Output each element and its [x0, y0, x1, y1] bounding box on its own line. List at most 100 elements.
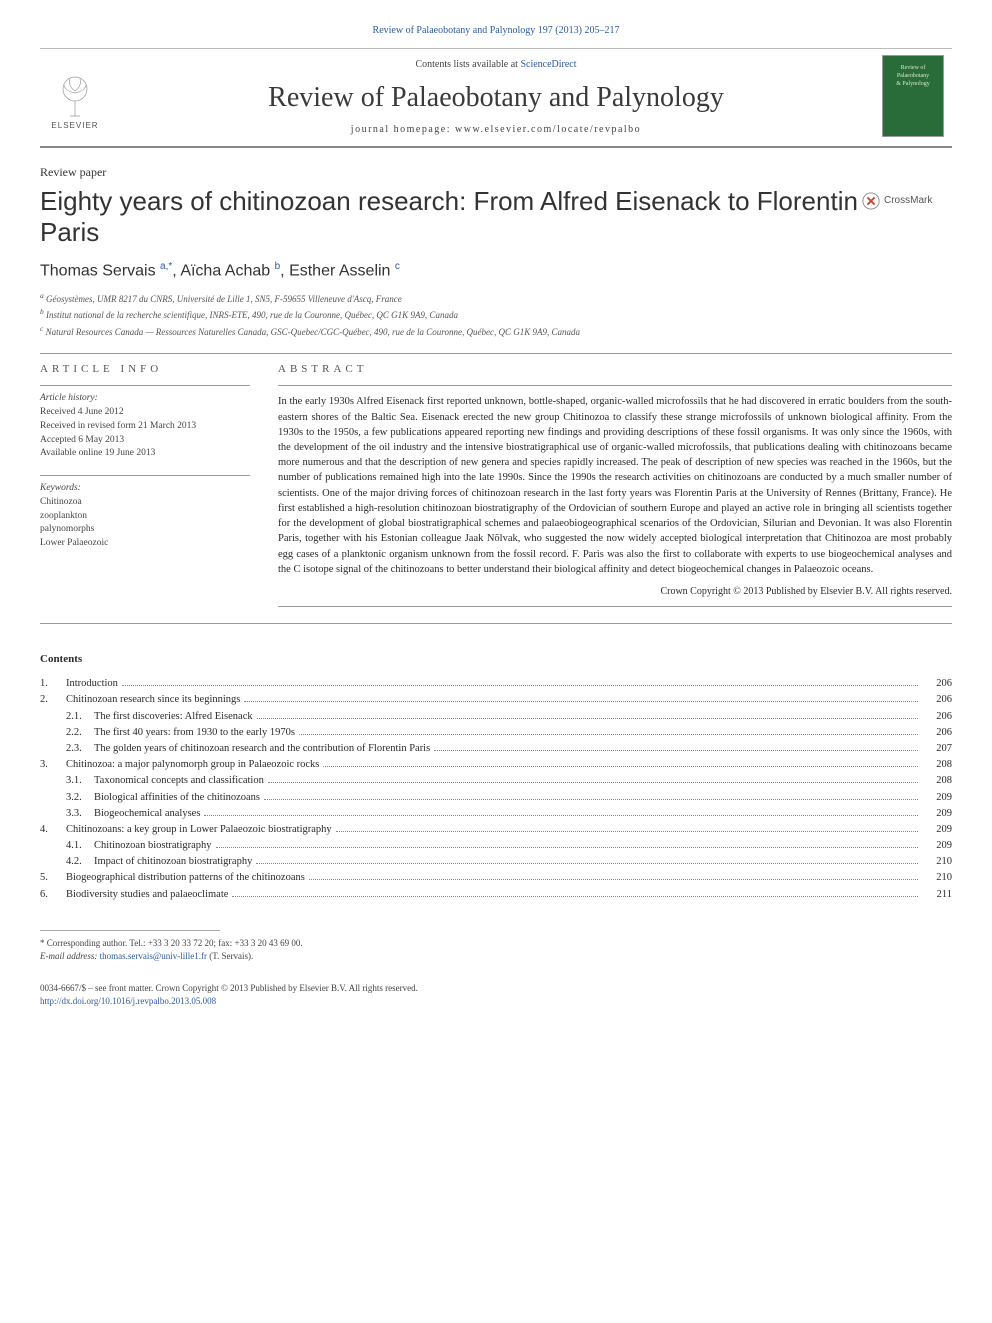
email-label: E-mail address: [40, 951, 100, 961]
online-date: Available online 19 June 2013 [40, 447, 250, 461]
toc-leader-dots [268, 782, 918, 783]
affiliation-b: Institut national de la recherche scient… [46, 310, 458, 320]
toc-number: 3.2. [66, 791, 94, 805]
author-1[interactable]: Thomas Servais [40, 262, 160, 279]
toc-label: Biogeochemical analyses [94, 807, 200, 821]
toc-label: Biological affinities of the chitinozoan… [94, 791, 260, 805]
toc-label: The golden years of chitinozoan research… [94, 742, 430, 756]
toc-entry[interactable]: 2.2.The first 40 years: from 1930 to the… [40, 726, 952, 740]
sciencedirect-link[interactable]: ScienceDirect [520, 59, 576, 70]
toc-leader-dots [323, 766, 918, 767]
toc-entry[interactable]: 3.1.Taxonomical concepts and classificat… [40, 774, 952, 788]
toc-entry[interactable]: 4.Chitinozoans: a key group in Lower Pal… [40, 823, 952, 837]
publisher-logo[interactable]: ELSEVIER [40, 57, 110, 137]
toc-page: 208 [922, 758, 952, 772]
toc-entry[interactable]: 2.Chitinozoan research since its beginni… [40, 693, 952, 707]
header-citation[interactable]: Review of Palaeobotany and Palynology 19… [40, 24, 952, 38]
affiliation-a: Géosystèmes, UMR 8217 du CNRS, Universit… [46, 294, 402, 304]
toc-entry[interactable]: 3.3.Biogeochemical analyses209 [40, 807, 952, 821]
toc-number: 3.1. [66, 774, 94, 788]
keyword: Chitinozoa [40, 496, 250, 510]
journal-cover[interactable]: Review of Palaeobotany & Palynology [882, 55, 952, 140]
keyword: zooplankton [40, 510, 250, 524]
cover-text-2: Palaeobotany [897, 72, 929, 80]
author-2[interactable]: Aïcha Achab [180, 262, 274, 279]
toc-page: 210 [922, 871, 952, 885]
toc-number: 3.3. [66, 807, 94, 821]
received-date: Received 4 June 2012 [40, 406, 250, 420]
divider [278, 385, 952, 386]
toc-page: 209 [922, 839, 952, 853]
toc-page: 208 [922, 774, 952, 788]
toc-number: 3. [40, 758, 66, 772]
toc-page: 211 [922, 888, 952, 902]
toc-number: 2.3. [66, 742, 94, 756]
toc-label: Chitinozoan research since its beginning… [66, 693, 240, 707]
journal-homepage[interactable]: journal homepage: www.elsevier.com/locat… [110, 123, 882, 137]
issn-line: 0034-6667/$ – see front matter. Crown Co… [40, 982, 952, 996]
elsevier-tree-icon [50, 71, 100, 121]
article-history: Article history: Received 4 June 2012 Re… [40, 385, 250, 461]
crossmark-icon [862, 192, 880, 210]
toc-number: 4.2. [66, 855, 94, 869]
toc-page: 206 [922, 710, 952, 724]
toc-entry[interactable]: 2.3.The golden years of chitinozoan rese… [40, 742, 952, 756]
toc-entry[interactable]: 5.Biogeographical distribution patterns … [40, 871, 952, 885]
affiliations: a Géosystèmes, UMR 8217 du CNRS, Univers… [40, 290, 952, 340]
toc-entry[interactable]: 2.1.The first discoveries: Alfred Eisena… [40, 710, 952, 724]
toc-leader-dots [256, 863, 918, 864]
toc-leader-dots [122, 685, 918, 686]
contents-heading: Contents [40, 652, 952, 667]
corresponding-author-footnote: * Corresponding author. Tel.: +33 3 20 3… [40, 937, 952, 964]
footnote-rule [40, 930, 220, 931]
toc-leader-dots [299, 734, 918, 735]
toc-entry[interactable]: 3.2.Biological affinities of the chitino… [40, 791, 952, 805]
cover-text-1: Review of [901, 64, 926, 72]
toc-entry[interactable]: 1.Introduction206 [40, 677, 952, 691]
author-email-link[interactable]: thomas.servais@univ-lille1.fr [100, 951, 207, 961]
article-type: Review paper [40, 164, 952, 180]
toc-leader-dots [264, 799, 918, 800]
masthead: ELSEVIER Contents lists available at Sci… [40, 48, 952, 148]
toc-leader-dots [257, 718, 918, 719]
toc-leader-dots [336, 831, 918, 832]
toc-page: 206 [922, 677, 952, 691]
abstract-heading: abstract [278, 362, 952, 377]
toc-label: Taxonomical concepts and classification [94, 774, 264, 788]
crossmark-label: CrossMark [884, 194, 932, 208]
toc-leader-dots [216, 847, 918, 848]
toc-label: Chitinozoans: a key group in Lower Palae… [66, 823, 332, 837]
abstract-copyright: Crown Copyright © 2013 Published by Else… [278, 585, 952, 599]
toc-entry[interactable]: 3.Chitinozoa: a major palynomorph group … [40, 758, 952, 772]
doi-link[interactable]: http://dx.doi.org/10.1016/j.revpalbo.201… [40, 996, 216, 1006]
contents-available: Contents lists available at ScienceDirec… [110, 58, 882, 72]
toc-label: Biodiversity studies and palaeoclimate [66, 888, 228, 902]
toc-page: 209 [922, 791, 952, 805]
toc-label: The first discoveries: Alfred Eisenack [94, 710, 253, 724]
toc-entry[interactable]: 4.1.Chitinozoan biostratigraphy209 [40, 839, 952, 853]
toc-number: 4. [40, 823, 66, 837]
toc-number: 2. [40, 693, 66, 707]
toc-number: 4.1. [66, 839, 94, 853]
toc-label: The first 40 years: from 1930 to the ear… [94, 726, 295, 740]
keywords-block: Keywords: Chitinozoa zooplankton palynom… [40, 475, 250, 551]
table-of-contents: 1.Introduction206 2.Chitinozoan research … [40, 677, 952, 901]
toc-number: 1. [40, 677, 66, 691]
authors: Thomas Servais a,*, Aïcha Achab b, Esthe… [40, 260, 952, 282]
toc-entry[interactable]: 4.2.Impact of chitinozoan biostratigraph… [40, 855, 952, 869]
journal-title: Review of Palaeobotany and Palynology [110, 79, 882, 117]
toc-leader-dots [309, 879, 918, 880]
toc-number: 2.1. [66, 710, 94, 724]
affiliation-c: Natural Resources Canada — Ressources Na… [46, 327, 580, 337]
crossmark-badge[interactable]: CrossMark [862, 192, 952, 210]
divider [40, 623, 952, 624]
toc-leader-dots [434, 750, 918, 751]
author-3[interactable]: Esther Asselin [289, 262, 395, 279]
toc-leader-dots [244, 701, 918, 702]
keyword: palynomorphs [40, 523, 250, 537]
revised-date: Received in revised form 21 March 2013 [40, 420, 250, 434]
toc-entry[interactable]: 6.Biodiversity studies and palaeoclimate… [40, 888, 952, 902]
footer-meta: 0034-6667/$ – see front matter. Crown Co… [40, 982, 952, 1009]
toc-page: 207 [922, 742, 952, 756]
toc-label: Impact of chitinozoan biostratigraphy [94, 855, 252, 869]
